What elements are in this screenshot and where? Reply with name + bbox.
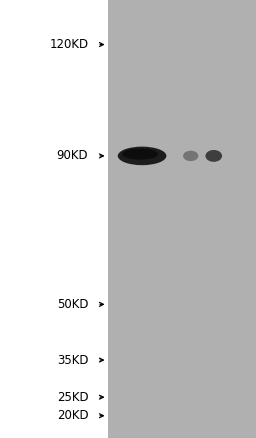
Bar [108, 0, 256, 438]
Text: 120KD: 120KD [49, 38, 88, 51]
Text: 25KD: 25KD [57, 391, 88, 404]
Ellipse shape [205, 150, 222, 162]
Text: 20KD: 20KD [57, 409, 88, 422]
Ellipse shape [183, 151, 198, 161]
Ellipse shape [122, 148, 158, 159]
Ellipse shape [118, 147, 166, 165]
Text: 90KD: 90KD [57, 149, 88, 162]
Text: 35KD: 35KD [57, 353, 88, 367]
Text: 50KD: 50KD [57, 298, 88, 311]
